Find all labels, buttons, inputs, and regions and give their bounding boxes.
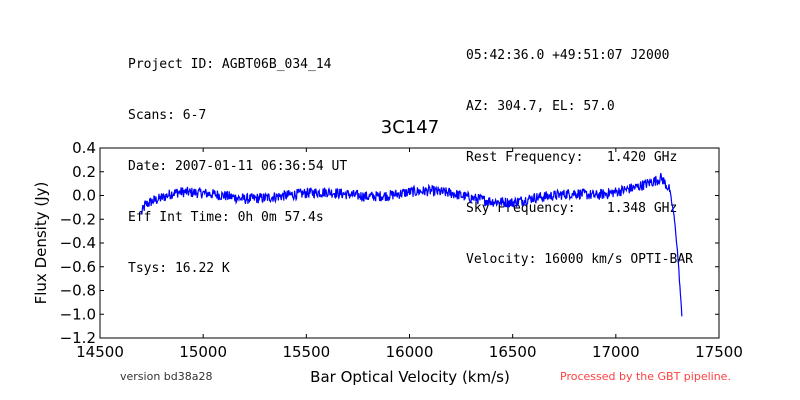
spectrum-line [140, 172, 683, 317]
x-tick-label: 17500 [695, 343, 743, 361]
y-tick-label: −0.8 [60, 282, 96, 300]
chart-title: 3C147 [381, 117, 439, 138]
pointing-info: 05:42:36.0 +49:51:07 J2000 AZ: 304.7, EL… [466, 13, 693, 285]
x-tick-label: 16000 [386, 343, 434, 361]
az-el: AZ: 304.7, EL: 57.0 [466, 99, 615, 114]
y-tick-label: 0.4 [72, 139, 96, 157]
eff-int-time: Eff Int Time: 0h 0m 57.4s [128, 210, 324, 225]
date: Date: 2007-01-11 06:36:54 UT [128, 159, 348, 174]
x-tick-label: 15500 [282, 343, 330, 361]
x-tick-label: 15000 [179, 343, 227, 361]
y-tick-label: −0.4 [60, 234, 96, 252]
y-tick-label: −0.6 [60, 258, 96, 276]
pipeline-credit: Processed by the GBT pipeline. [560, 370, 731, 383]
x-axis-label: Bar Optical Velocity (km/s) [310, 368, 510, 386]
scans: Scans: 6-7 [128, 108, 207, 123]
y-tick-label: −1.2 [60, 329, 96, 347]
y-tick-label: 0.2 [72, 163, 96, 181]
project-id: Project ID: AGBT06B_034_14 [128, 57, 332, 72]
tsys: Tsys: 16.22 K [128, 261, 230, 276]
y-tick-label: −1.0 [60, 305, 96, 323]
x-tick-label: 17000 [592, 343, 640, 361]
rest-frequency: Rest Frequency: 1.420 GHz [466, 150, 678, 165]
y-tick-label: −0.2 [60, 210, 96, 228]
y-tick-label: 0.0 [72, 187, 96, 205]
plot-area [99, 147, 720, 339]
x-tick-label: 16500 [489, 343, 537, 361]
axis-ticks: 14500 15000 15500 16000 16500 17000 17500 0.4 0.… [60, 139, 743, 361]
observation-info: Project ID: AGBT06B_034_14 Scans: 6-7 Da… [128, 22, 347, 294]
y-axis-label: Flux Density (Jy) [32, 182, 50, 305]
version-label: version bd38a28 [120, 370, 213, 383]
coordinates: 05:42:36.0 +49:51:07 J2000 [466, 48, 670, 63]
x-tick-label: 14500 [76, 343, 124, 361]
